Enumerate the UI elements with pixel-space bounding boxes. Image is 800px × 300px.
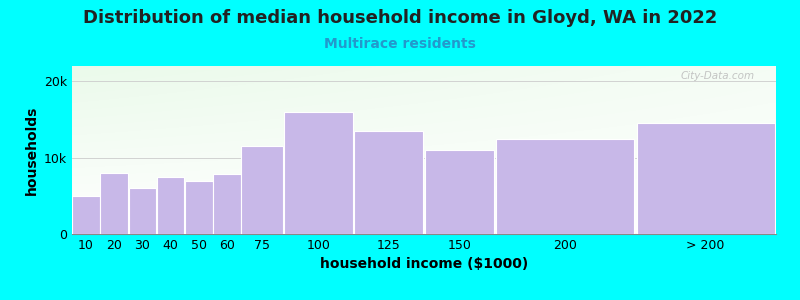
Bar — [637, 123, 774, 234]
Bar — [213, 174, 241, 234]
Text: Distribution of median household income in Gloyd, WA in 2022: Distribution of median household income … — [83, 9, 717, 27]
Bar — [101, 173, 128, 234]
Y-axis label: households: households — [25, 105, 38, 195]
Text: City-Data.com: City-Data.com — [681, 71, 755, 81]
Bar — [157, 177, 184, 234]
Bar — [425, 150, 494, 234]
X-axis label: household income ($1000): household income ($1000) — [320, 257, 528, 272]
Bar — [354, 131, 423, 234]
Text: Multirace residents: Multirace residents — [324, 38, 476, 52]
Bar — [185, 181, 213, 234]
Bar — [129, 188, 156, 234]
Bar — [72, 196, 100, 234]
Bar — [496, 139, 634, 234]
Bar — [284, 112, 353, 234]
Bar — [242, 146, 282, 234]
